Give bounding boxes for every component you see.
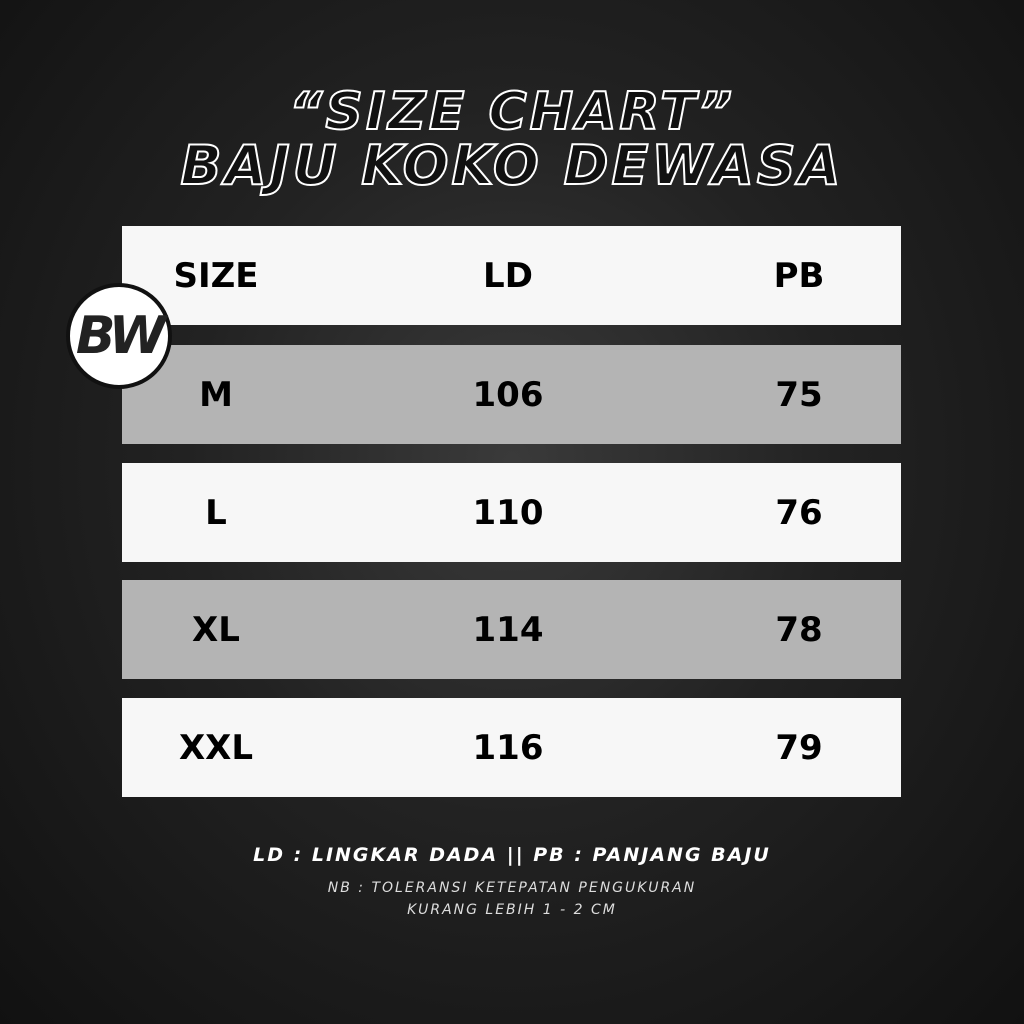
cell-ld: 114 (472, 609, 544, 650)
table-header-row: SIZE LD PB (122, 226, 901, 325)
cell-ld: 106 (472, 374, 544, 415)
table-row: XL 114 78 (122, 580, 901, 679)
header-pb: PB (773, 255, 825, 296)
cell-size: XXL (178, 727, 254, 768)
cell-pb: 76 (775, 492, 823, 533)
cell-size: XL (192, 609, 240, 650)
table-row: M 106 75 (122, 345, 901, 444)
cell-pb: 78 (775, 609, 823, 650)
legend-text: LD : LINGKAR DADA || PB : PANJANG BAJU (253, 844, 771, 866)
cell-size: M (199, 374, 233, 415)
table-row: L 110 76 (122, 463, 901, 562)
title-line-1: “SIZE CHART” (288, 82, 736, 142)
note-line-1: NB : TOLERANSI KETEPATAN PENGUKURAN (327, 880, 697, 896)
cell-pb: 75 (775, 374, 823, 415)
cell-ld: 110 (472, 492, 544, 533)
header-size: SIZE (173, 255, 259, 296)
cell-ld: 116 (472, 727, 544, 768)
table-row: XXL 116 79 (122, 698, 901, 797)
title-line-2: BAJU KOKO DEWASA (180, 134, 844, 197)
brand-logo: BW (66, 283, 172, 389)
header-ld: LD (483, 255, 533, 296)
cell-size: L (205, 492, 227, 533)
note-line-2: KURANG LEBIH 1 - 2 CM (407, 902, 617, 918)
cell-pb: 79 (775, 727, 823, 768)
